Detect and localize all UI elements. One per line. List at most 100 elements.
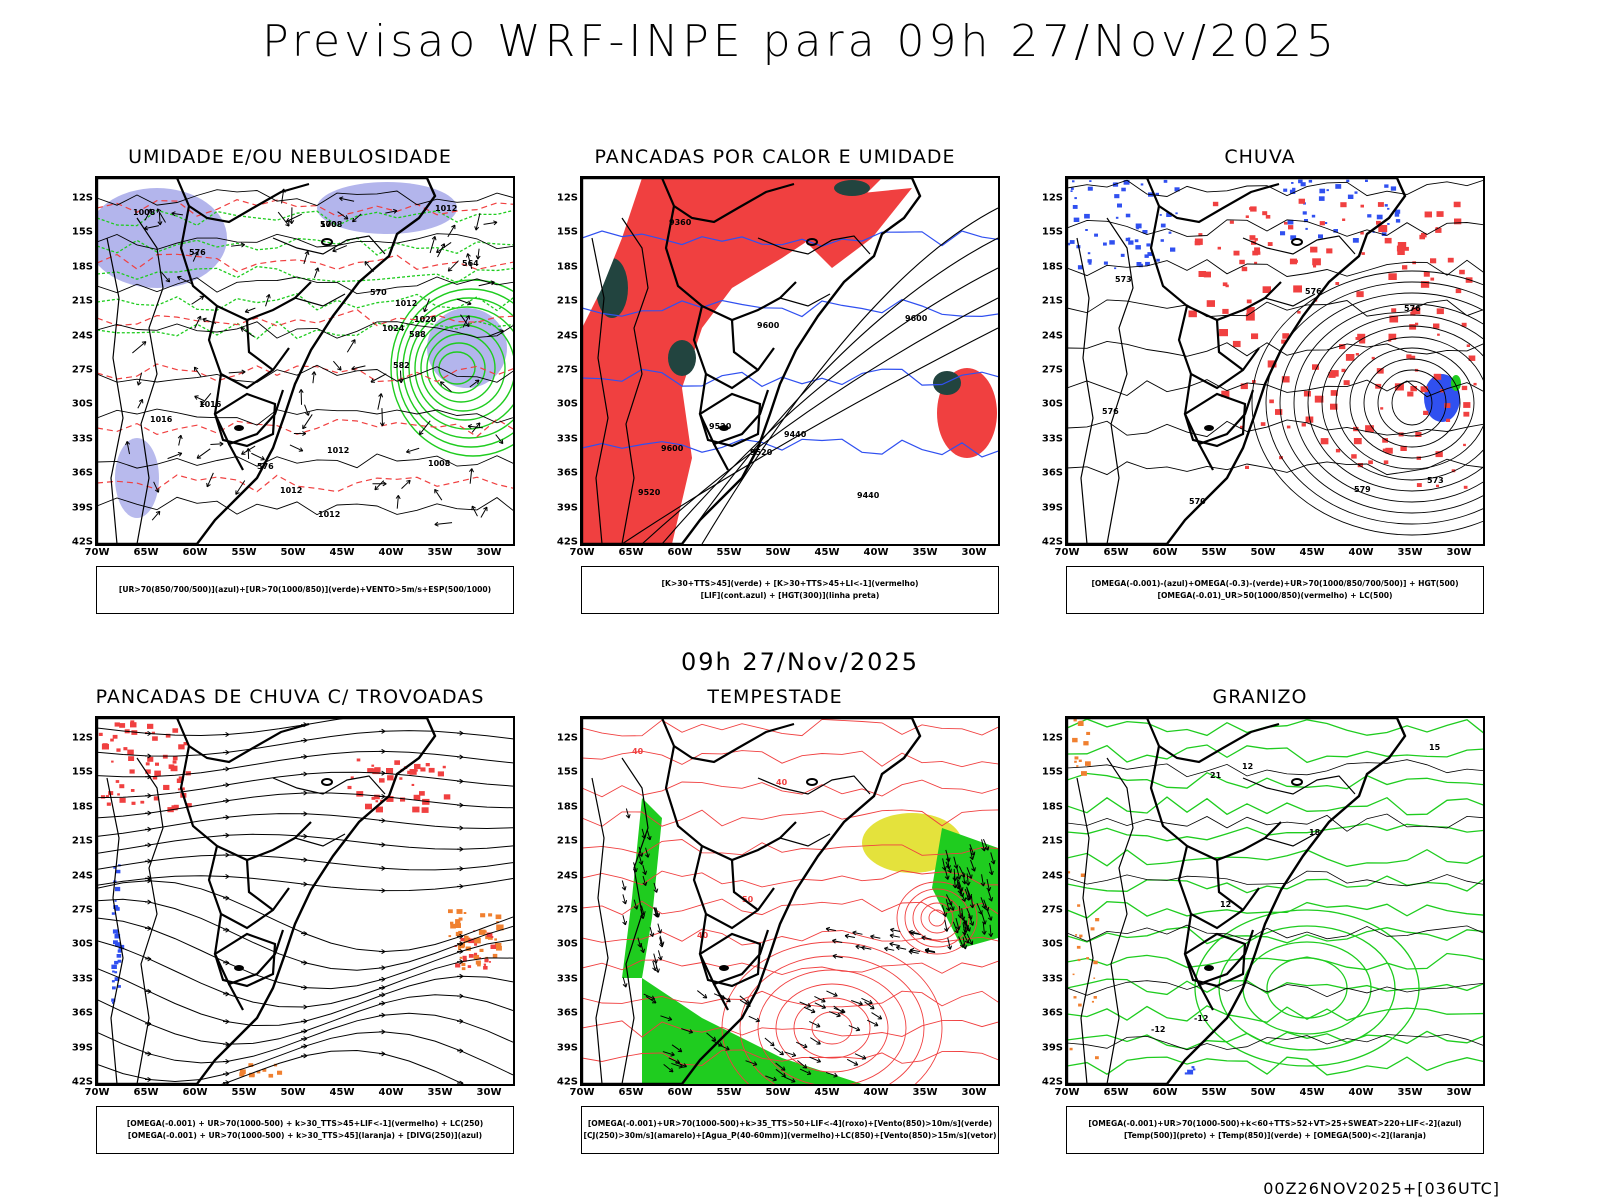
red-rain-area [1240, 383, 1248, 390]
red-storm-area [394, 760, 400, 765]
wind-vector [814, 995, 826, 1003]
uruguay-border [213, 932, 277, 988]
longitude-tick-label: 70W [84, 547, 110, 558]
blue-omega-area [1174, 187, 1180, 192]
temp850-contour [1067, 978, 1483, 996]
longitude-tick-label: 35W [1397, 1087, 1423, 1098]
latitude-tick-label: 21S [1041, 835, 1063, 847]
red-rain-area [1435, 451, 1443, 458]
wind-vector [351, 365, 366, 371]
blue-omega-area [1156, 258, 1160, 262]
latitude-tick-label: 24S [556, 870, 578, 882]
green-humidity-contour [402, 297, 513, 439]
wind-vector [467, 423, 483, 429]
latitude-tick-label: 15S [556, 226, 578, 238]
wind-vector [210, 441, 224, 447]
political-border [692, 845, 775, 930]
red-rain-area [1420, 386, 1428, 393]
red-rain-area [1383, 460, 1389, 464]
wind-vector [192, 251, 199, 262]
blue-omega-area [1390, 186, 1397, 191]
red-storm-area [411, 783, 415, 786]
red-storm-area [419, 791, 425, 796]
blue-omega-area [1384, 204, 1388, 207]
streamline-arrow [301, 1043, 308, 1049]
wind-vector [447, 260, 459, 272]
longitude-tick-label: 45W [329, 547, 355, 558]
red-storm-area [420, 767, 426, 772]
red-rain-area [1447, 257, 1454, 263]
blue-humidity-area [115, 438, 159, 518]
wind-vector [303, 250, 310, 265]
wind-vector [980, 897, 987, 909]
panel-title: CHUVA [1224, 146, 1296, 168]
wind-vector [423, 298, 430, 313]
wind-vector [775, 1068, 786, 1078]
red-rain-area [1275, 409, 1283, 415]
wind-vector [474, 213, 481, 231]
latitude-tick-label: 42S [1041, 1076, 1063, 1088]
wind-vector [864, 1001, 875, 1010]
blue-humidity-area [317, 182, 457, 234]
wind-vector [832, 953, 843, 959]
red-rain-area [1376, 368, 1384, 374]
red-storm-area [379, 778, 385, 783]
temp850-contour [1067, 771, 1483, 790]
uruguay-border [698, 392, 762, 448]
streamline-arrow [223, 1071, 230, 1077]
blue-omega-area [1170, 247, 1176, 252]
wind-vector [871, 1012, 883, 1020]
wind-vector [947, 937, 953, 950]
orange-omega-area [1072, 737, 1078, 743]
latitude-tick-label: 36S [1041, 1007, 1063, 1019]
political-border [713, 983, 729, 1011]
streamline-arrow [379, 1012, 386, 1018]
longitude-tick-label: 60W [1152, 1087, 1178, 1098]
red-storm-area [468, 954, 474, 958]
orange-storm-area [463, 937, 471, 943]
wind-vector [783, 1076, 796, 1083]
wind-vector [469, 468, 474, 484]
red-storm-area [468, 938, 475, 944]
latitude-tick-label: 18S [71, 801, 93, 813]
red-rain-area [1245, 313, 1255, 321]
blue-omega-area [1387, 223, 1390, 225]
temp850-contour [1067, 823, 1483, 842]
wind-vector [910, 930, 921, 936]
red-rain-area [1394, 383, 1404, 391]
wind-vector [681, 1028, 694, 1034]
longitude-axis: 70W 65W 60W 55W 50W 45W 40W 35W 30W [85, 547, 515, 561]
wind-vector [921, 935, 932, 941]
political-border [757, 235, 871, 255]
wind-vector [642, 864, 648, 876]
blue-omega-area [1289, 189, 1296, 194]
wind-vector [809, 1020, 821, 1028]
blue-omega-area [1305, 227, 1308, 230]
wind-vector [385, 208, 398, 214]
lake-marker [806, 778, 818, 786]
wind-vector [745, 1060, 758, 1066]
contour-label: 9600 [661, 444, 684, 453]
red-rain-area [1301, 423, 1306, 427]
longitude-tick-label: 55W [716, 547, 742, 558]
wind-vector [908, 929, 919, 935]
forecast-map [97, 718, 513, 1084]
orange-omega-area [1074, 760, 1077, 763]
blue-divergence-area [112, 929, 119, 934]
red-rain-area [1463, 411, 1470, 417]
political-border [1106, 217, 1134, 544]
streamline-arrow [379, 748, 386, 754]
legend-line: [OMEGA(-0.001) + UR>70(1000-500) + k>30_… [127, 1131, 483, 1140]
wind-vector [621, 880, 627, 891]
green-humidity-contour [420, 324, 506, 412]
red-storm-area [130, 789, 135, 792]
wind-vector [657, 950, 663, 961]
orange-storm-area [458, 917, 463, 921]
wind-vector [434, 521, 453, 527]
red-storm-area [407, 770, 412, 775]
red-rain-area [1437, 333, 1440, 336]
political-border [179, 745, 312, 862]
temp850-contour [1067, 952, 1483, 971]
contour-label: 9440 [857, 491, 880, 500]
